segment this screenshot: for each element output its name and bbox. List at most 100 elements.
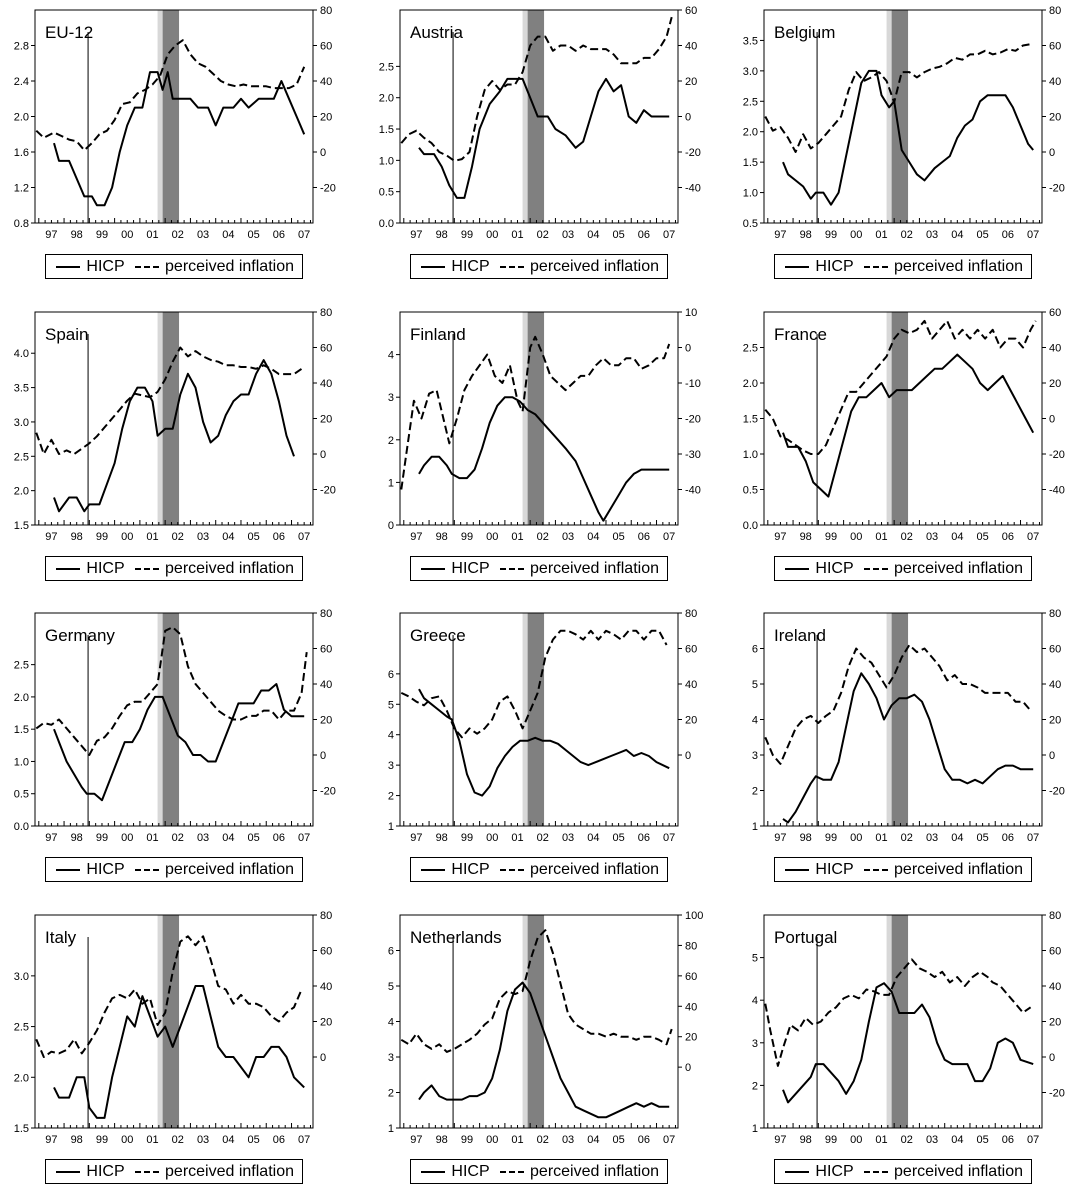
y-right-tick-label: 0 bbox=[320, 147, 326, 159]
y-left-tick-label: 2.0 bbox=[743, 127, 758, 139]
x-tick-label: 03 bbox=[197, 1134, 209, 1146]
panel-title: France bbox=[774, 325, 827, 344]
y-right-tick-label: -20 bbox=[1049, 786, 1065, 798]
changeover-band-dark bbox=[891, 10, 909, 223]
y-right-tick-label: 40 bbox=[320, 378, 332, 390]
legend-swatch-hicp bbox=[785, 868, 810, 871]
x-tick-label: 07 bbox=[1027, 1134, 1039, 1146]
changeover-band-light bbox=[522, 10, 528, 223]
chart-panel: 0.0 0.5 1.0 1.5 2.0 2.5 -20 0 20 40 60 80 97 98 99 00 01… bbox=[0, 608, 350, 898]
y-right-tick-label: 20 bbox=[1049, 1017, 1061, 1029]
y-right-tick-label: 20 bbox=[685, 1032, 697, 1044]
x-tick-label: 05 bbox=[247, 1134, 259, 1146]
y-left-tick-label: 1 bbox=[752, 1123, 758, 1135]
x-tick-label: 04 bbox=[222, 832, 234, 844]
x-tick-label: 06 bbox=[1002, 531, 1014, 543]
x-tick-label: 04 bbox=[951, 1134, 963, 1146]
x-tick-label: 02 bbox=[172, 229, 184, 241]
x-tick-label: 05 bbox=[976, 229, 988, 241]
legend-label-hicp: HICP bbox=[815, 1162, 854, 1180]
y-left-tick-label: 2.0 bbox=[14, 112, 29, 124]
panel-title: Netherlands bbox=[410, 928, 502, 947]
x-tick-label: 99 bbox=[96, 229, 108, 241]
y-right-tick-label: 80 bbox=[685, 608, 697, 620]
changeover-band-dark bbox=[162, 10, 180, 223]
x-tick-label: 98 bbox=[436, 229, 448, 241]
x-tick-label: 06 bbox=[638, 832, 650, 844]
x-tick-label: 03 bbox=[562, 229, 574, 241]
legend-label-perceived: perceived inflation bbox=[165, 257, 294, 275]
y-right-tick-label: 60 bbox=[320, 41, 332, 53]
x-tick-label: 02 bbox=[537, 531, 549, 543]
x-tick-label: 04 bbox=[222, 229, 234, 241]
legend-label-perceived: perceived inflation bbox=[530, 257, 659, 275]
legend-label-hicp: HICP bbox=[451, 559, 490, 577]
chart-panel: 0 1 2 3 4 -40 -30 -20 -10 0 10 97 98 99 00 01 02 03 04 05 06… bbox=[365, 307, 715, 597]
changeover-band-dark bbox=[891, 915, 909, 1128]
changeover-band-dark bbox=[527, 10, 545, 223]
legend-label-perceived: perceived inflation bbox=[165, 1162, 294, 1180]
y-left-tick-label: 2.0 bbox=[379, 93, 394, 105]
x-tick-label: 00 bbox=[850, 832, 862, 844]
legend: HICP perceived inflation bbox=[774, 857, 1032, 882]
hicp-line bbox=[782, 69, 1034, 206]
y-right-tick-label: 20 bbox=[1049, 112, 1061, 124]
x-tick-label: 07 bbox=[1027, 229, 1039, 241]
x-tick-label: 02 bbox=[172, 832, 184, 844]
y-right-tick-label: -30 bbox=[685, 449, 701, 461]
y-right-tick-label: 40 bbox=[685, 41, 697, 53]
y-right-tick-label: 0 bbox=[320, 449, 326, 461]
y-right-tick-label: 0 bbox=[1049, 1052, 1055, 1064]
changeover-band-dark bbox=[162, 312, 180, 525]
y-left-tick-label: 2 bbox=[388, 435, 394, 447]
y-right-tick-label: 40 bbox=[1049, 343, 1061, 355]
y-right-tick-label: 80 bbox=[320, 5, 332, 17]
y-right-tick-label: 60 bbox=[1049, 307, 1061, 319]
y-right-tick-label: 20 bbox=[685, 715, 697, 727]
y-left-tick-label: 0 bbox=[388, 520, 394, 532]
y-left-tick-label: 3 bbox=[752, 750, 758, 762]
legend-swatch-perceived bbox=[499, 1170, 525, 1173]
y-left-tick-label: 4 bbox=[388, 1017, 394, 1029]
x-tick-label: 02 bbox=[901, 1134, 913, 1146]
legend: HICP perceived inflation bbox=[45, 1159, 303, 1184]
chart-svg: 1 2 3 4 5 -20 0 20 40 60 80 97 98 99 00 01 02 03 04 05 06 07 P… bbox=[752, 910, 1065, 1146]
y-right-tick-label: 40 bbox=[685, 1001, 697, 1013]
legend-swatch-hicp bbox=[785, 567, 810, 570]
y-left-tick-label: 3.0 bbox=[14, 417, 29, 429]
hicp-line bbox=[418, 396, 670, 522]
changeover-band-dark bbox=[527, 312, 545, 525]
x-tick-label: 07 bbox=[298, 531, 310, 543]
y-left-tick-label: 3 bbox=[388, 760, 394, 772]
y-right-tick-label: -10 bbox=[685, 378, 701, 390]
legend-swatch-perceived bbox=[863, 265, 889, 268]
y-right-tick-label: 80 bbox=[1049, 910, 1061, 922]
x-tick-label: 02 bbox=[537, 229, 549, 241]
y-left-tick-label: 6 bbox=[752, 644, 758, 656]
x-tick-label: 98 bbox=[436, 531, 448, 543]
x-tick-label: 03 bbox=[562, 531, 574, 543]
legend-swatch-hicp bbox=[785, 265, 810, 268]
y-left-tick-label: 1.6 bbox=[14, 147, 29, 159]
y-left-tick-label: 3.0 bbox=[743, 66, 758, 78]
changeover-band-dark bbox=[527, 915, 545, 1128]
x-tick-label: 00 bbox=[486, 229, 498, 241]
y-right-tick-label: 80 bbox=[320, 910, 332, 922]
legend-swatch-perceived bbox=[863, 868, 889, 871]
y-right-tick-label: 60 bbox=[320, 946, 332, 958]
x-tick-label: 00 bbox=[486, 832, 498, 844]
chart-panel: 1 2 3 4 5 6 0 20 40 60 80 100 97 98 99 00 01 02 03 04 05 06 07… bbox=[365, 910, 715, 1200]
x-tick-label: 06 bbox=[273, 1134, 285, 1146]
panel-title: Portugal bbox=[774, 928, 837, 947]
legend: HICP perceived inflation bbox=[410, 556, 668, 581]
x-tick-label: 97 bbox=[774, 531, 786, 543]
x-tick-label: 01 bbox=[146, 531, 158, 543]
x-tick-label: 01 bbox=[146, 832, 158, 844]
changeover-band-light bbox=[886, 915, 892, 1128]
y-left-tick-label: 3 bbox=[752, 1038, 758, 1050]
